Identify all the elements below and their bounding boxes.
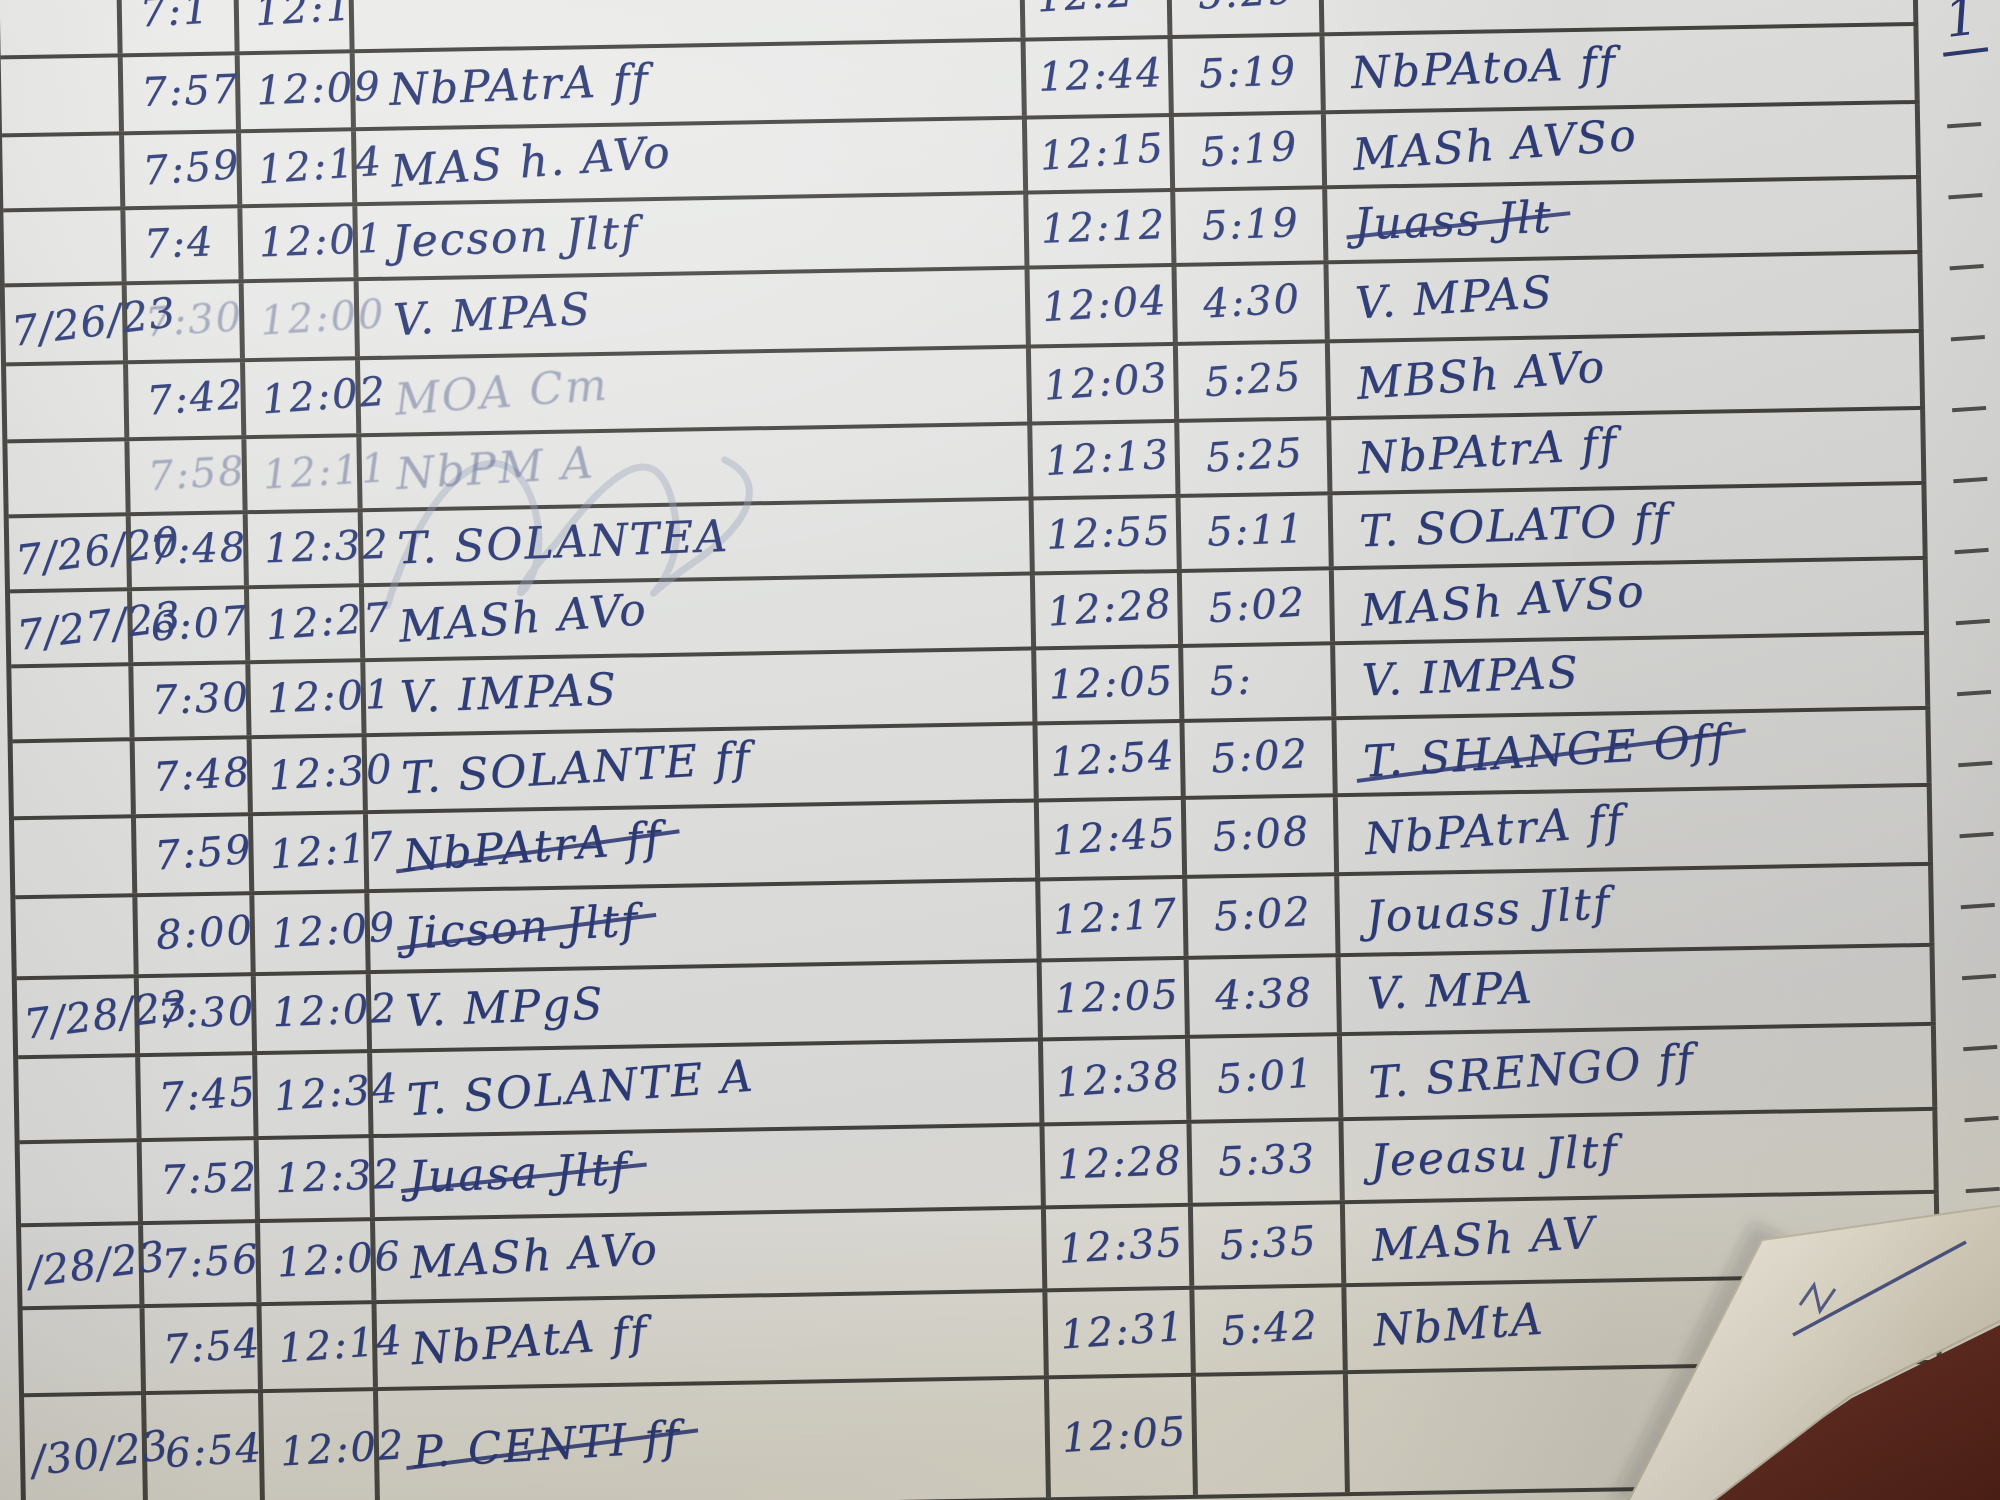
folded-page-corner bbox=[1627, 1204, 2000, 1500]
ghost-scribble bbox=[383, 456, 753, 610]
pen-mark bbox=[1792, 1240, 1967, 1337]
table-surface-corner bbox=[1702, 1324, 2000, 1500]
pen-mark bbox=[1798, 1281, 1837, 1315]
